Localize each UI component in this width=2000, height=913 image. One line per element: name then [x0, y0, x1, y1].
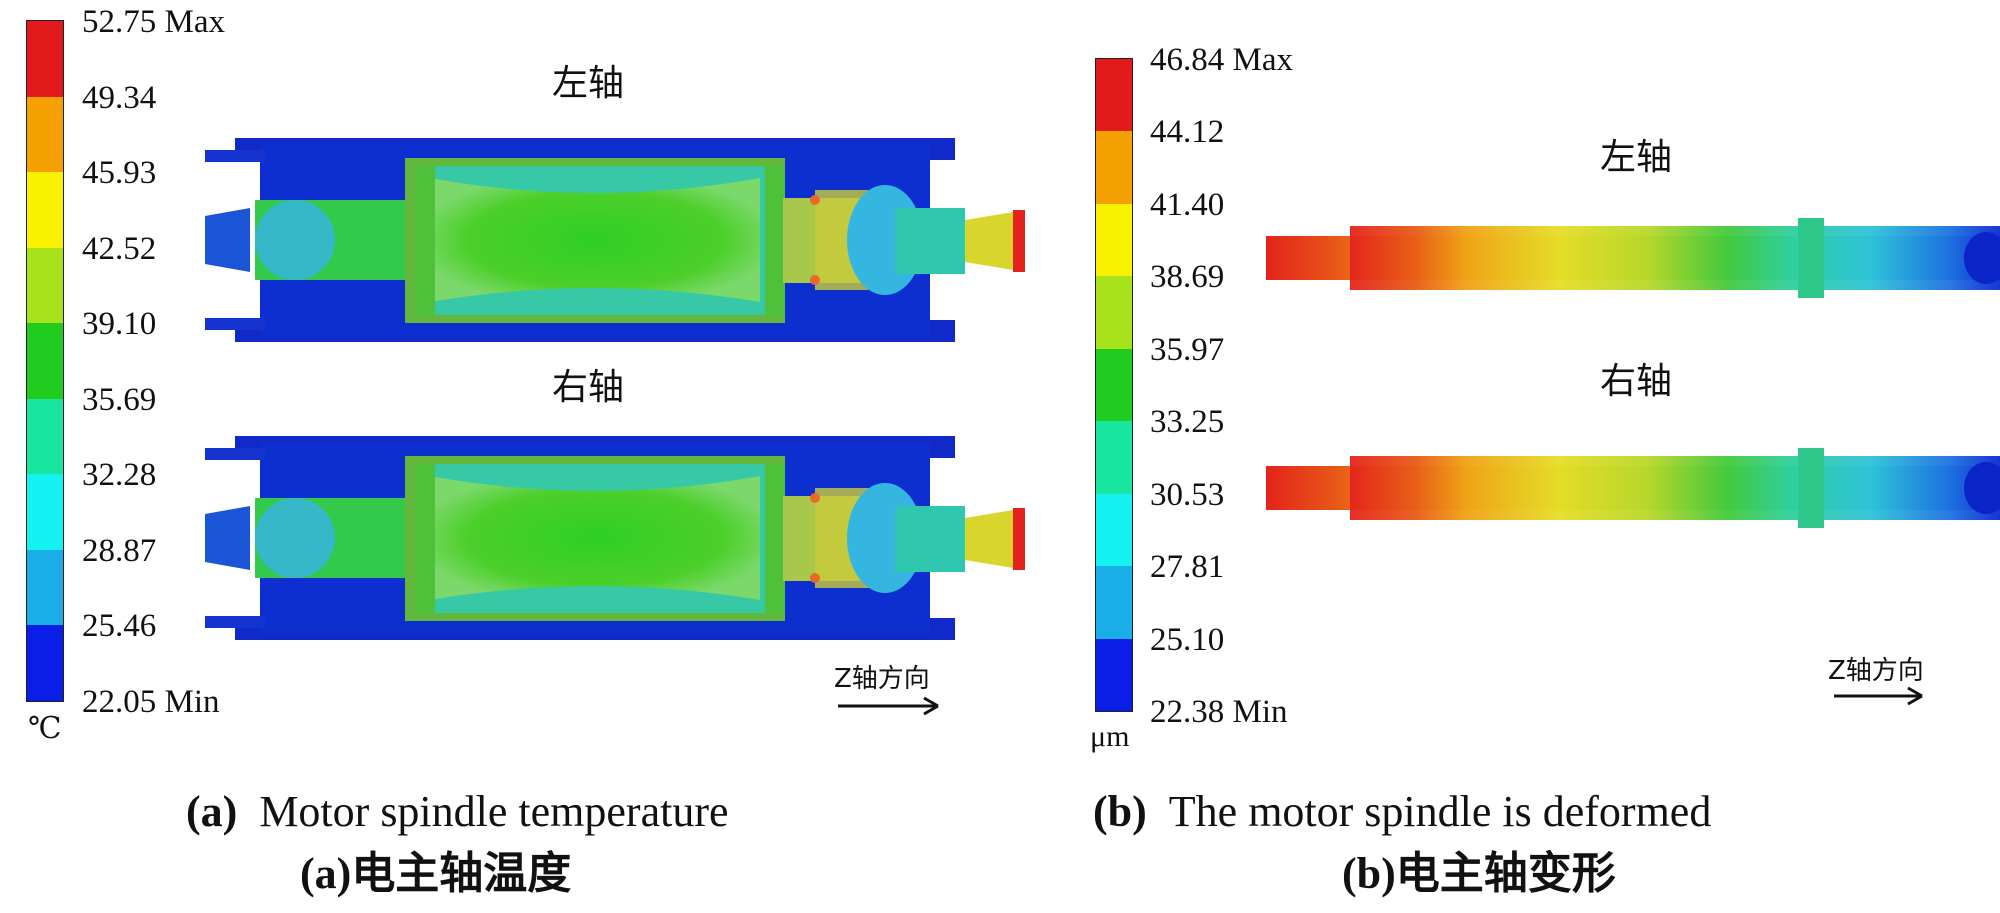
left-spindle-temperature-model	[205, 138, 1025, 342]
temperature-legend-tick-label: 42.52	[82, 230, 157, 267]
caption-cn-text-b: 电主轴变形	[1395, 848, 1616, 899]
right-spindle-temperature-model	[205, 436, 1025, 640]
left-spindle-label-b: 左轴	[1600, 137, 1673, 178]
caption-cn-tag-a: (a)	[300, 849, 352, 898]
caption-chinese-a: (a)电主轴温度	[300, 852, 571, 896]
left-spindle-deformation-model	[1266, 218, 2000, 298]
caption-text-a: Motor spindle temperature	[259, 787, 729, 836]
deformation-legend-tick-label: 33.25	[1150, 404, 1225, 441]
temperature-legend-swatch	[27, 625, 63, 701]
temperature-legend-swatch	[27, 549, 63, 626]
deformation-legend-tick-label: 30.53	[1150, 476, 1225, 513]
temperature-legend-swatch	[27, 96, 63, 173]
caption-english-b: (b) The motor spindle is deformed	[1093, 790, 1711, 834]
caption-text-b: The motor spindle is deformed	[1168, 787, 1712, 836]
temperature-legend-swatch	[27, 398, 63, 475]
temperature-legend-swatch	[27, 172, 63, 248]
z-axis-arrow-icon-b	[1834, 686, 1923, 706]
deformation-legend-swatch	[1096, 566, 1132, 639]
temperature-legend-tick-label: 52.75 Max	[82, 4, 225, 40]
right-spindle-label-b: 右轴	[1600, 361, 1673, 402]
z-axis-direction-label-b: Z轴方向	[1828, 656, 1924, 686]
caption-tag-a: (a)	[186, 787, 238, 836]
z-axis-direction-label: Z轴方向	[834, 664, 930, 694]
panel-deformation: μm 左轴 右轴 Z轴方向	[1060, 0, 2000, 913]
caption-cn-tag-b: (b)	[1342, 849, 1396, 898]
deformation-legend-swatch	[1096, 276, 1132, 349]
temperature-legend-tick-label: 45.93	[82, 155, 157, 192]
temperature-legend-tick-label: 49.34	[82, 79, 157, 116]
temperature-legend-tick-label: 32.28	[82, 457, 157, 494]
deformation-legend-swatch	[1096, 638, 1132, 711]
temperature-legend-bar	[26, 20, 64, 702]
deformation-legend-swatch	[1096, 493, 1132, 567]
temperature-legend-swatch	[27, 474, 63, 550]
temperature-legend-swatch	[27, 21, 63, 97]
deformation-legend-tick-label: 38.69	[1150, 259, 1225, 296]
temperature-unit: ℃	[28, 712, 62, 745]
deformation-legend-tick-label: 46.84 Max	[1150, 42, 1293, 78]
panel-temperature: ℃ 左轴 右轴	[26, 4, 1025, 896]
left-spindle-label: 左轴	[552, 63, 625, 104]
caption-tag-b: (b)	[1093, 787, 1147, 836]
temperature-legend-tick-label: 28.87	[82, 532, 157, 569]
deformation-legend-tick-label: 25.10	[1150, 621, 1225, 658]
deformation-legend-bar	[1095, 58, 1133, 712]
deformation-legend-tick-label: 22.38 Min	[1150, 694, 1288, 730]
caption-cn-text-a: 电主轴温度	[351, 848, 572, 899]
deformation-legend-tick-label: 27.81	[1150, 549, 1225, 586]
deformation-legend-swatch	[1096, 131, 1132, 204]
right-spindle-label: 右轴	[552, 367, 625, 408]
temperature-legend-tick-label: 35.69	[82, 381, 157, 418]
deformation-legend-swatch	[1096, 421, 1132, 494]
right-spindle-deformation-model	[1266, 448, 2000, 528]
deformation-unit: μm	[1090, 720, 1130, 753]
temperature-legend-tick-label: 39.10	[82, 306, 157, 343]
z-axis-arrow-icon	[838, 696, 939, 716]
deformation-legend-swatch	[1096, 203, 1132, 277]
deformation-legend-tick-label: 44.12	[1150, 114, 1225, 151]
caption-english-a: (a) Motor spindle temperature	[186, 790, 729, 834]
temperature-legend-tick-label: 22.05 Min	[82, 684, 220, 720]
deformation-legend-swatch	[1096, 59, 1132, 132]
temperature-legend-swatch	[27, 323, 63, 399]
temperature-legend-tick-label: 25.46	[82, 608, 157, 645]
deformation-legend-swatch	[1096, 348, 1132, 422]
caption-chinese-b: (b)电主轴变形	[1342, 852, 1616, 896]
temperature-legend-swatch	[27, 247, 63, 324]
deformation-legend-tick-label: 41.40	[1150, 186, 1225, 223]
deformation-legend-tick-label: 35.97	[1150, 331, 1225, 368]
